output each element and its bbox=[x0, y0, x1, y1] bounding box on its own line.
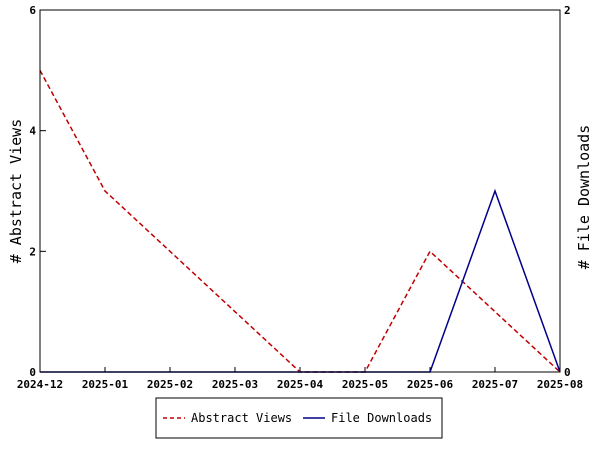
x-tick-label: 2025-04 bbox=[277, 378, 324, 391]
series-line-file-downloads bbox=[40, 188, 561, 373]
left-y-tick-label: 6 bbox=[29, 4, 36, 17]
legend-box bbox=[155, 397, 443, 439]
x-tick-label: 2025-01 bbox=[82, 378, 129, 391]
left-y-tick-label: 2 bbox=[29, 245, 36, 258]
x-tick-label: 2025-06 bbox=[407, 378, 454, 391]
series-line-abstract-views bbox=[39, 69, 561, 373]
series-lines bbox=[39, 69, 561, 373]
left-y-tick-label: 0 bbox=[29, 366, 36, 379]
left-y-tick-label: 4 bbox=[29, 125, 36, 138]
right-y-tick-label: 2 bbox=[564, 4, 571, 17]
legend-label-file-downloads: File Downloads bbox=[331, 411, 432, 425]
left-axis-title: # Abstract Views bbox=[7, 119, 25, 264]
plot-area-frame bbox=[39, 9, 561, 373]
x-tick-label: 2025-03 bbox=[212, 378, 258, 391]
tick-labels: 2024-12 2025-01 2025-02 2025-03 2025-04 2025-… bbox=[17, 4, 583, 391]
x-tick-label: 2025-07 bbox=[472, 378, 518, 391]
x-tick-label: 2024-12 bbox=[17, 378, 63, 391]
axis-ticks bbox=[39, 9, 561, 373]
legend: Abstract Views File Downloads bbox=[155, 397, 443, 439]
x-tick-label: 2025-05 bbox=[342, 378, 388, 391]
legend-label-abstract-views: Abstract Views bbox=[191, 411, 292, 425]
x-tick-label: 2025-08 bbox=[537, 378, 583, 391]
right-axis-title: # File Downloads bbox=[575, 125, 593, 270]
x-tick-label: 2025-02 bbox=[147, 378, 193, 391]
right-y-tick-label: 0 bbox=[564, 366, 571, 379]
